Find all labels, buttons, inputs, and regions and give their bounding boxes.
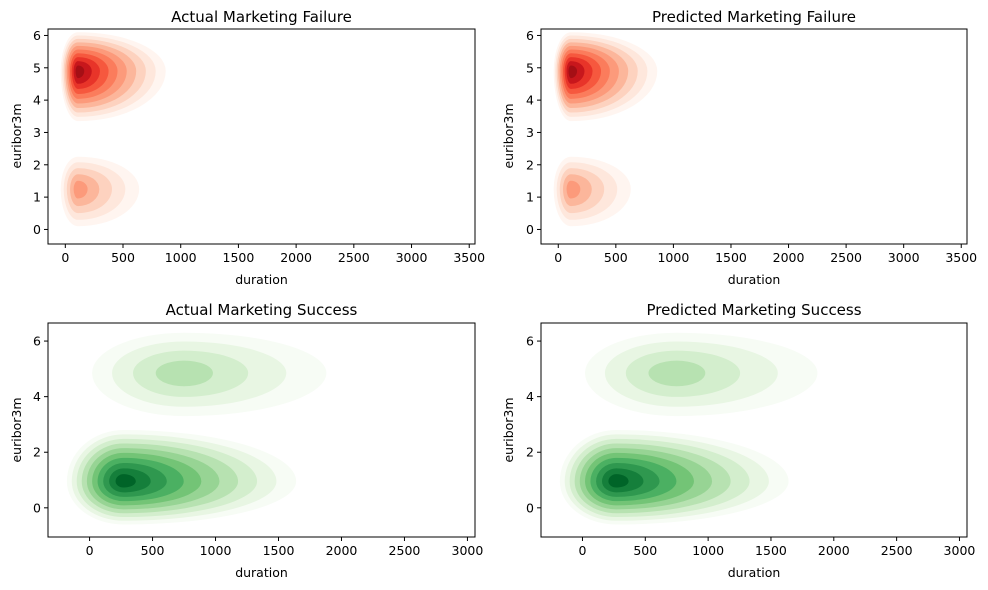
x-tick-label: 500 xyxy=(633,543,657,558)
y-tick-label: 2 xyxy=(526,157,534,172)
x-axis-label: duration xyxy=(235,272,288,287)
y-tick-label: 6 xyxy=(526,334,534,349)
y-tick-label: 1 xyxy=(526,190,534,205)
contour-level xyxy=(566,180,581,199)
y-tick-label: 4 xyxy=(33,93,41,108)
x-tick-label: 1000 xyxy=(657,250,689,265)
y-tick-label: 3 xyxy=(526,125,534,140)
subplot-predicted-failure: Predicted Marketing Failure duration eur… xyxy=(501,8,977,287)
contour-level xyxy=(115,474,136,488)
x-tick-label: 1500 xyxy=(263,543,295,558)
y-tick-label: 5 xyxy=(33,60,41,75)
x-tick-label: 1500 xyxy=(715,250,747,265)
x-tick-label: 2500 xyxy=(389,543,421,558)
chart-title: Actual Marketing Success xyxy=(166,301,358,319)
y-tick-label: 1 xyxy=(33,190,41,205)
density-cluster xyxy=(60,156,140,227)
contour-level xyxy=(648,360,706,387)
contour-level xyxy=(155,360,213,387)
x-axis-label: duration xyxy=(728,272,781,287)
x-tick-label: 500 xyxy=(111,250,135,265)
x-tick-label: 3000 xyxy=(396,250,428,265)
axes-frame xyxy=(47,322,476,538)
contour-level xyxy=(608,474,629,488)
density-cluster xyxy=(60,32,166,122)
y-axis-label: euribor3m xyxy=(9,103,24,168)
contour-level xyxy=(568,65,578,79)
contour-level xyxy=(75,65,85,79)
y-tick-label: 4 xyxy=(33,389,41,404)
x-tick-label: 3000 xyxy=(452,543,484,558)
plot-area: 0 500 1000 1500 2000 2500 3000 3500 0 1 2 3 4 5 6 xyxy=(526,28,977,265)
y-tick-label: 4 xyxy=(526,93,534,108)
y-tick-label: 6 xyxy=(526,28,534,43)
x-tick-label: 3000 xyxy=(944,543,976,558)
x-tick-label: 0 xyxy=(554,250,562,265)
y-tick-label: 2 xyxy=(33,157,41,172)
plot-area: 0 500 1000 1500 2000 2500 3000 3500 0 1 2 3 4 5 6 xyxy=(33,28,485,265)
y-tick-label: 0 xyxy=(33,500,41,515)
y-tick-label: 0 xyxy=(526,222,534,237)
x-axis-label: duration xyxy=(235,565,288,580)
x-tick-label: 0 xyxy=(61,250,69,265)
density-cluster xyxy=(553,32,658,122)
x-tick-label: 2000 xyxy=(326,543,358,558)
x-tick-label: 500 xyxy=(141,543,165,558)
x-tick-label: 1500 xyxy=(755,543,787,558)
x-tick-label: 0 xyxy=(86,543,94,558)
x-tick-label: 1500 xyxy=(223,250,255,265)
x-tick-label: 2500 xyxy=(830,250,862,265)
density-cluster xyxy=(92,332,327,417)
y-tick-label: 5 xyxy=(526,60,534,75)
y-tick-label: 6 xyxy=(33,334,41,349)
density-cluster xyxy=(584,332,818,417)
density-cluster xyxy=(559,430,789,525)
x-tick-label: 1000 xyxy=(200,543,232,558)
axes-frame xyxy=(47,28,476,245)
y-tick-label: 2 xyxy=(33,445,41,460)
x-tick-label: 2000 xyxy=(818,543,850,558)
y-tick-label: 4 xyxy=(526,389,534,404)
y-axis-label: euribor3m xyxy=(501,103,516,168)
axes-frame xyxy=(540,322,968,538)
x-tick-label: 500 xyxy=(604,250,628,265)
y-tick-label: 2 xyxy=(526,445,534,460)
x-tick-label: 3000 xyxy=(888,250,920,265)
subplot-predicted-success: Predicted Marketing Success duration eur… xyxy=(501,301,975,580)
subplot-actual-failure: Actual Marketing Failure duration euribo… xyxy=(9,8,485,287)
y-axis-label: euribor3m xyxy=(501,397,516,462)
density-cluster xyxy=(66,430,297,525)
x-tick-label: 2000 xyxy=(773,250,805,265)
x-tick-label: 2500 xyxy=(881,543,913,558)
y-axis-label: euribor3m xyxy=(9,397,24,462)
x-tick-label: 2500 xyxy=(338,250,370,265)
y-tick-label: 0 xyxy=(33,222,41,237)
x-tick-label: 2000 xyxy=(280,250,312,265)
x-tick-label: 1000 xyxy=(165,250,197,265)
x-tick-label: 1000 xyxy=(692,543,724,558)
contour-level xyxy=(73,180,88,199)
plot-area: 0 500 1000 1500 2000 2500 3000 0 2 4 6 xyxy=(526,322,976,558)
x-tick-label: 0 xyxy=(578,543,586,558)
x-tick-label: 3500 xyxy=(453,250,485,265)
density-cluster xyxy=(553,156,631,227)
y-tick-label: 6 xyxy=(33,28,41,43)
x-tick-label: 3500 xyxy=(945,250,977,265)
chart-title: Predicted Marketing Failure xyxy=(652,8,856,26)
y-tick-label: 0 xyxy=(526,500,534,515)
axes-frame xyxy=(540,28,968,245)
chart-title: Actual Marketing Failure xyxy=(171,8,352,26)
subplot-actual-success: Actual Marketing Success duration euribo… xyxy=(9,301,483,580)
y-tick-label: 3 xyxy=(33,125,41,140)
plot-area: 0 500 1000 1500 2000 2500 3000 0 2 4 6 xyxy=(33,322,484,558)
x-axis-label: duration xyxy=(728,565,781,580)
chart-title: Predicted Marketing Success xyxy=(646,301,861,319)
